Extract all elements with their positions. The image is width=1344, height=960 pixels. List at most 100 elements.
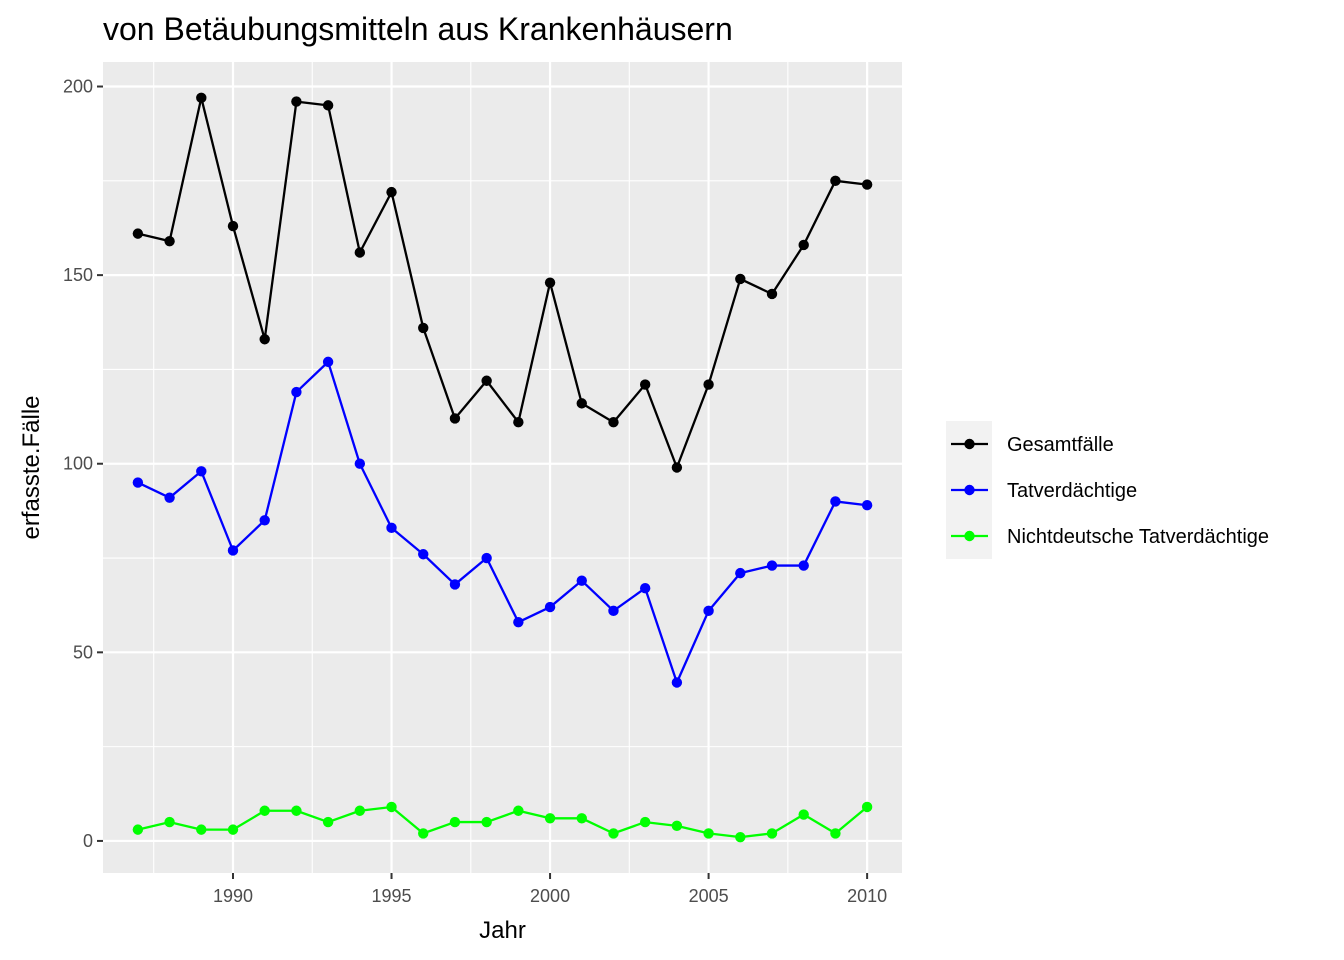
data-point bbox=[481, 816, 492, 828]
data-point bbox=[576, 398, 587, 409]
x-tick-label: 1990 bbox=[213, 886, 253, 906]
data-point bbox=[671, 462, 683, 473]
data-point bbox=[449, 413, 461, 424]
y-axis-title: erfasste.Fälle bbox=[18, 395, 45, 539]
y-tick-label: 50 bbox=[73, 642, 93, 662]
data-point bbox=[354, 805, 366, 816]
data-point bbox=[481, 375, 492, 386]
legend-key-point bbox=[964, 438, 975, 450]
data-point bbox=[354, 458, 366, 469]
series-1 bbox=[132, 92, 873, 473]
data-point bbox=[418, 828, 429, 839]
data-point bbox=[798, 239, 809, 251]
data-point bbox=[132, 228, 144, 239]
data-point bbox=[322, 356, 334, 368]
data-point bbox=[418, 549, 429, 560]
data-point bbox=[164, 235, 175, 247]
data-point bbox=[544, 601, 556, 613]
data-point bbox=[291, 805, 302, 816]
data-point bbox=[576, 575, 587, 586]
data-point bbox=[196, 466, 207, 477]
data-point bbox=[164, 492, 175, 503]
data-point bbox=[544, 813, 556, 824]
grid bbox=[103, 62, 902, 873]
series-2 bbox=[132, 356, 873, 688]
data-point bbox=[513, 616, 524, 628]
legend-label: Nichtdeutsche Tatverdächtige bbox=[1007, 526, 1269, 548]
data-point bbox=[608, 605, 619, 617]
data-point bbox=[671, 677, 683, 688]
data-point bbox=[196, 824, 207, 835]
y-tick-label: 200 bbox=[63, 77, 93, 97]
data-point bbox=[354, 247, 366, 258]
data-point bbox=[544, 277, 556, 288]
axes: 1990 1995 2000 2005 2010 0 50 100 150 200 bbox=[63, 77, 887, 906]
data-point bbox=[798, 809, 809, 820]
data-point bbox=[861, 500, 873, 511]
data-point bbox=[830, 175, 841, 187]
legend-key-point bbox=[964, 484, 975, 496]
data-point bbox=[291, 96, 302, 107]
data-point bbox=[861, 801, 873, 813]
data-point bbox=[227, 220, 239, 232]
data-point bbox=[227, 824, 239, 835]
data-point bbox=[291, 386, 302, 398]
data-point bbox=[703, 828, 714, 839]
data-point bbox=[703, 379, 714, 390]
data-point bbox=[386, 801, 397, 813]
data-point bbox=[259, 515, 270, 526]
plot-panel bbox=[103, 62, 902, 873]
data-point bbox=[322, 816, 334, 828]
data-point bbox=[735, 567, 746, 579]
data-point bbox=[608, 417, 619, 428]
data-point bbox=[449, 579, 461, 590]
data-point bbox=[227, 545, 239, 556]
data-point bbox=[671, 820, 683, 832]
data-point bbox=[513, 417, 524, 428]
data-point bbox=[259, 334, 270, 345]
x-tick-label: 2000 bbox=[530, 886, 570, 906]
data-point bbox=[386, 186, 397, 198]
series-layer bbox=[132, 92, 873, 843]
data-point bbox=[798, 560, 809, 571]
data-point bbox=[132, 824, 144, 835]
data-point bbox=[481, 552, 492, 564]
data-point bbox=[830, 496, 841, 507]
data-point bbox=[513, 805, 524, 816]
series-line bbox=[137, 805, 868, 839]
data-point bbox=[639, 379, 651, 390]
data-point bbox=[735, 273, 746, 285]
data-point bbox=[449, 816, 461, 828]
x-tick-label: 2005 bbox=[689, 886, 729, 906]
legend-key-point bbox=[964, 530, 975, 542]
data-point bbox=[164, 816, 175, 828]
data-point bbox=[576, 813, 587, 824]
x-tick-label: 1995 bbox=[372, 886, 412, 906]
data-point bbox=[386, 522, 397, 534]
data-point bbox=[259, 805, 270, 816]
series-3 bbox=[132, 801, 873, 843]
data-point bbox=[735, 831, 746, 843]
data-point bbox=[322, 100, 334, 111]
data-point bbox=[830, 828, 841, 839]
legend: Gesamtfälle Tatverdächtige Nichtdeutsche T… bbox=[946, 421, 1269, 559]
data-point bbox=[196, 92, 207, 104]
data-point bbox=[766, 828, 778, 839]
data-point bbox=[703, 605, 714, 617]
y-tick-label: 150 bbox=[63, 265, 93, 285]
x-tick-label: 2010 bbox=[847, 886, 887, 906]
data-point bbox=[132, 477, 144, 488]
legend-label: Gesamtfälle bbox=[1007, 434, 1114, 456]
data-point bbox=[861, 179, 873, 190]
data-point bbox=[608, 828, 619, 839]
data-point bbox=[766, 288, 778, 300]
chart-title: von Betäubungsmitteln aus Krankenhäusern bbox=[103, 11, 733, 47]
data-point bbox=[766, 560, 778, 571]
data-point bbox=[639, 816, 651, 828]
y-tick-label: 100 bbox=[63, 454, 93, 474]
data-point bbox=[639, 583, 651, 594]
y-tick-label: 0 bbox=[83, 831, 93, 851]
legend-label: Tatverdächtige bbox=[1007, 480, 1137, 502]
